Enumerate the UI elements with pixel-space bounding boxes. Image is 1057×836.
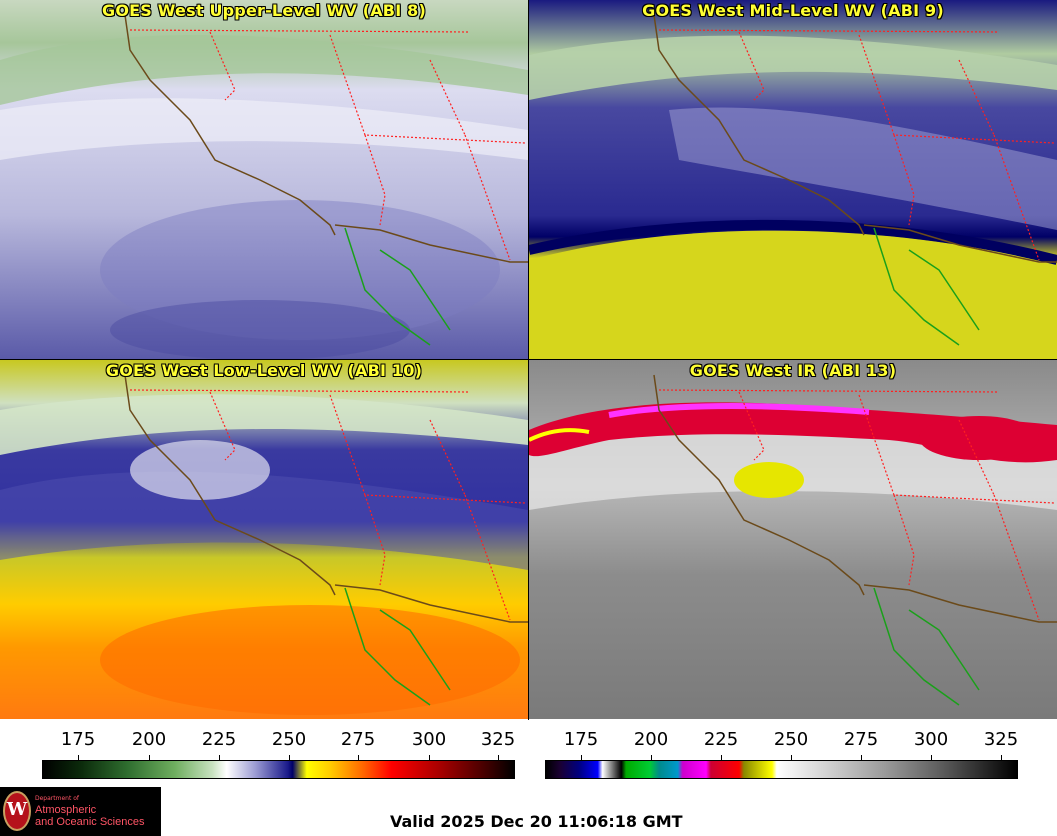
aos-logo: W Department of Atmospheric and Oceanic … [0, 787, 161, 836]
panel-divider-horizontal [0, 359, 1057, 360]
logo-line1: Atmospheric [35, 804, 97, 816]
tick-mark [289, 755, 290, 760]
mid-level-wv-image [529, 0, 1057, 359]
panel-title: GOES West Mid-Level WV (ABI 9) [642, 1, 944, 20]
tick-label: 275 [340, 729, 376, 750]
tick-label: 175 [60, 729, 96, 750]
uw-seal-icon: W [3, 791, 31, 831]
tick-label: 300 [411, 729, 447, 750]
tick-label: 250 [773, 729, 809, 750]
tick-label: 325 [480, 729, 516, 750]
tick-label: 250 [271, 729, 307, 750]
logo-line2: and Oceanic Sciences [35, 816, 145, 828]
infrared-colorbar [545, 760, 1018, 779]
infrared-image [529, 360, 1057, 719]
panel-title: GOES West Low-Level WV (ABI 10) [105, 361, 423, 380]
panel-title: GOES West Upper-Level WV (ABI 8) [102, 1, 426, 20]
tick-mark [498, 755, 499, 760]
infrared-panel: GOES West IR (ABI 13) [529, 360, 1057, 719]
low-level-wv-image [0, 360, 528, 719]
tick-label: 225 [703, 729, 739, 750]
tick-mark [429, 755, 430, 760]
tick-label: 175 [563, 729, 599, 750]
panel-title: GOES West IR (ABI 13) [689, 361, 897, 380]
seal-letter: W [6, 799, 28, 820]
tick-mark [861, 755, 862, 760]
tick-mark [721, 755, 722, 760]
panel-divider-vertical [528, 0, 529, 720]
low-level-wv-panel: GOES West Low-Level WV (ABI 10) [0, 360, 528, 719]
upper-level-wv-panel: GOES West Upper-Level WV (ABI 8) [0, 0, 528, 359]
tick-mark [651, 755, 652, 760]
tick-label: 200 [131, 729, 167, 750]
tick-label: 225 [201, 729, 237, 750]
mid-level-wv-panel: GOES West Mid-Level WV (ABI 9) [529, 0, 1057, 359]
logo-name: Atmospheric and Oceanic Sciences [35, 804, 144, 828]
tick-mark [1001, 755, 1002, 760]
tick-mark [358, 755, 359, 760]
tick-label: 275 [843, 729, 879, 750]
upper-level-wv-image [0, 0, 528, 359]
tick-mark [149, 755, 150, 760]
tick-label: 300 [913, 729, 949, 750]
tick-label: 200 [633, 729, 669, 750]
tick-mark [791, 755, 792, 760]
tick-mark [931, 755, 932, 760]
logo-department: Department of [35, 795, 79, 802]
tick-mark [219, 755, 220, 760]
tick-label: 325 [983, 729, 1019, 750]
tick-mark [581, 755, 582, 760]
water-vapor-colorbar [42, 760, 515, 779]
tick-mark [78, 755, 79, 760]
valid-timestamp: Valid 2025 Dec 20 11:06:18 GMT [390, 812, 683, 831]
